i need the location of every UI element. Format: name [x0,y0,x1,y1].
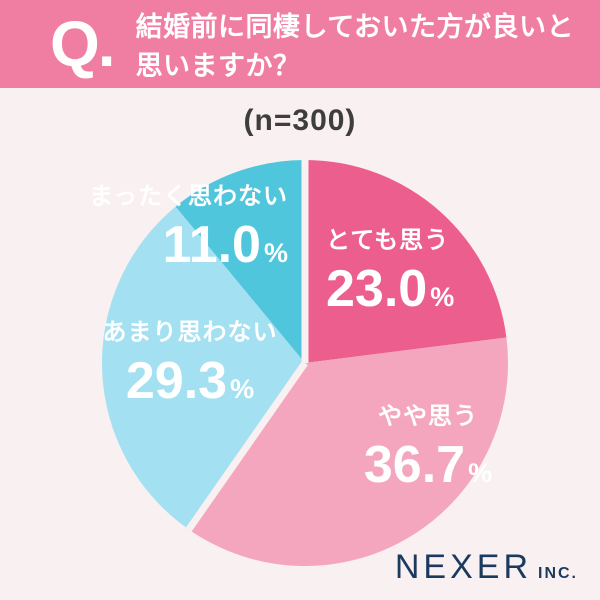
percent-sign: % [263,238,288,268]
segment-percent-number: 29.3 [125,352,228,410]
brand-name: NEXER [394,548,532,586]
percent-sign: % [430,282,455,312]
q-mark-label: Q. [50,8,116,80]
segment-name: あまり思わない [102,319,278,346]
brand-suffix: INC. [538,565,578,582]
pie-segment-1 [188,337,509,566]
pie-label-yaya-omou: やや思う 36.7% [348,402,508,491]
segment-name: まったく思わない [88,183,288,210]
pie-label-mattaku-omowanai: まったく思わない 11.0% [70,182,288,271]
percent-sign: % [468,458,493,488]
segment-percent-number: 36.7 [363,436,466,494]
segment-value: 36.7% [348,439,508,491]
question-text: 結婚前に同棲しておいた方が良いと思いますか？ [135,12,574,81]
pie-segment-0 [305,160,507,363]
pie-segment-2 [102,206,306,530]
pie-segment-3 [175,160,305,363]
pie-label-totemo-omou: とても思う 23.0% [326,226,454,315]
segment-name: とても思う [326,227,450,254]
segment-percent-number: 11.0 [162,216,261,274]
segment-value: 29.3% [95,355,285,407]
percent-sign: % [230,374,255,404]
segment-value: 23.0% [326,263,454,315]
sample-size-label: (n=300) [243,104,357,137]
segment-name: やや思う [378,403,478,430]
segment-value: 11.0% [70,219,288,271]
nexer-logo: NEXER INC. [395,548,578,587]
pie-label-amari-omowanai: あまり思わない 29.3% [95,318,285,407]
segment-percent-number: 23.0 [326,260,428,318]
question-header: Q. 結婚前に同棲しておいた方が良いと思いますか？ [0,0,600,88]
pie-group-divider [185,360,308,532]
